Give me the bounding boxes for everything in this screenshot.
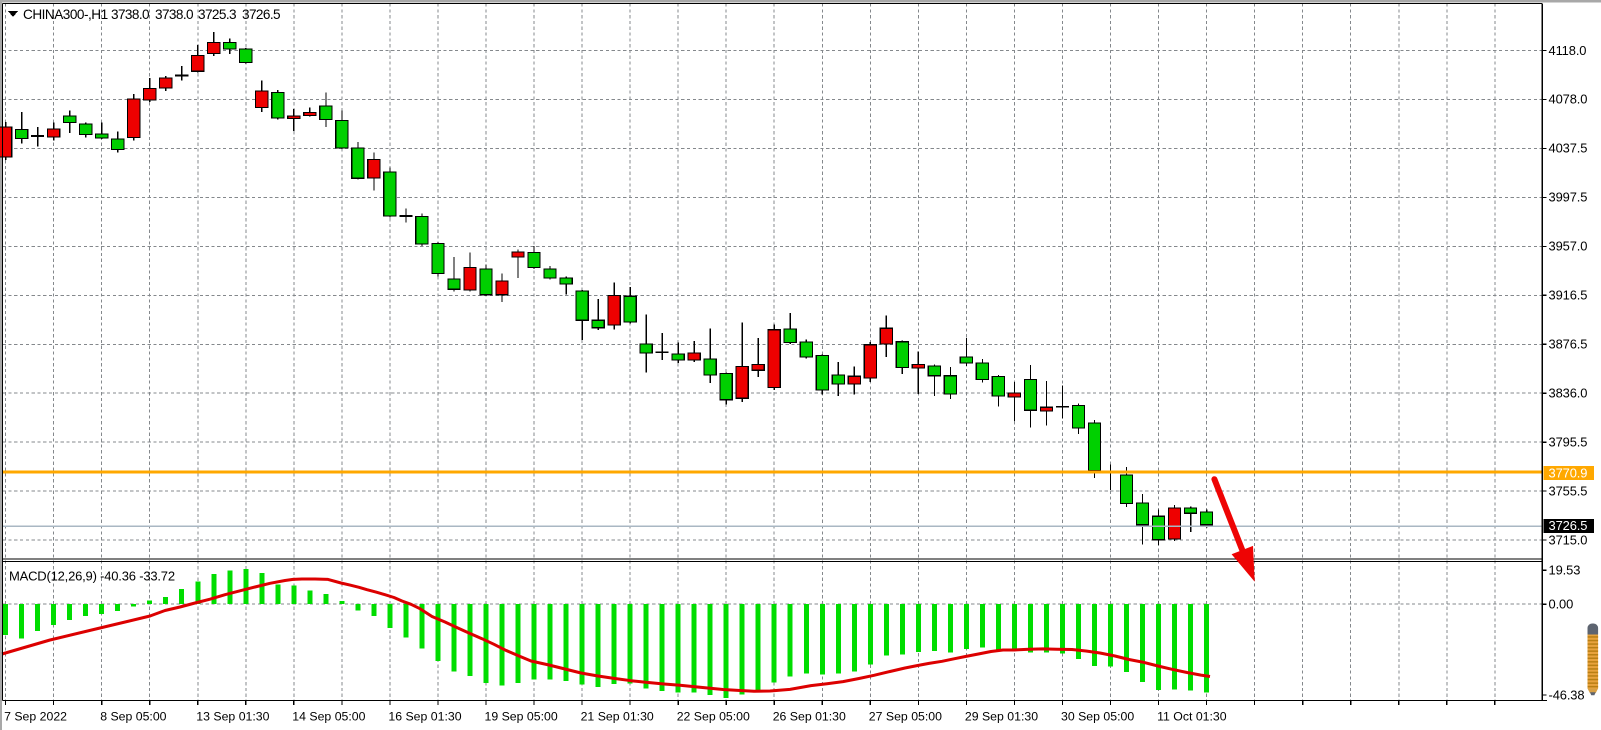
svg-text:3726.5: 3726.5 xyxy=(242,7,280,22)
svg-text:27 Sep 05:00: 27 Sep 05:00 xyxy=(869,709,942,723)
svg-text:16 Sep 01:30: 16 Sep 01:30 xyxy=(388,709,461,723)
svg-text:22 Sep 05:00: 22 Sep 05:00 xyxy=(677,709,750,723)
svg-text:0.00: 0.00 xyxy=(1549,597,1574,612)
svg-text:3770.9: 3770.9 xyxy=(1549,465,1588,480)
svg-text:4037.5: 4037.5 xyxy=(1549,141,1588,156)
svg-text:19.53: 19.53 xyxy=(1549,563,1581,578)
svg-text:3997.5: 3997.5 xyxy=(1549,190,1588,205)
svg-text:3795.5: 3795.5 xyxy=(1549,434,1588,449)
svg-text:3726.5: 3726.5 xyxy=(1549,518,1588,533)
svg-text:19 Sep 05:00: 19 Sep 05:00 xyxy=(485,709,558,723)
svg-text:4078.0: 4078.0 xyxy=(1549,92,1588,107)
svg-text:13 Sep 01:30: 13 Sep 01:30 xyxy=(196,709,269,723)
svg-text:-46.38: -46.38 xyxy=(1549,687,1585,702)
svg-text:7 Sep 2022: 7 Sep 2022 xyxy=(4,709,67,723)
svg-text:3738.0: 3738.0 xyxy=(111,7,150,22)
svg-text:3916.5: 3916.5 xyxy=(1549,288,1588,303)
svg-text:8 Sep 05:00: 8 Sep 05:00 xyxy=(100,709,166,723)
svg-text:3876.5: 3876.5 xyxy=(1549,337,1588,352)
svg-text:3715.0: 3715.0 xyxy=(1549,532,1588,547)
svg-text:3836.0: 3836.0 xyxy=(1549,385,1588,400)
svg-text:CHINA300-,H1: CHINA300-,H1 xyxy=(23,7,108,22)
svg-text:11 Oct 01:30: 11 Oct 01:30 xyxy=(1157,709,1227,723)
svg-text:3738.0: 3738.0 xyxy=(155,7,194,22)
svg-text:26 Sep 01:30: 26 Sep 01:30 xyxy=(773,709,846,723)
svg-text:MACD(12,26,9) -40.36 -33.72: MACD(12,26,9) -40.36 -33.72 xyxy=(9,569,175,584)
svg-text:30 Sep 05:00: 30 Sep 05:00 xyxy=(1061,709,1134,723)
svg-text:4118.0: 4118.0 xyxy=(1549,43,1587,58)
svg-text:3755.5: 3755.5 xyxy=(1549,483,1588,498)
svg-text:29 Sep 01:30: 29 Sep 01:30 xyxy=(965,709,1038,723)
svg-text:21 Sep 01:30: 21 Sep 01:30 xyxy=(581,709,654,723)
svg-text:3957.0: 3957.0 xyxy=(1549,239,1588,254)
svg-text:14 Sep 05:00: 14 Sep 05:00 xyxy=(292,709,365,723)
svg-text:3725.3: 3725.3 xyxy=(198,7,236,22)
